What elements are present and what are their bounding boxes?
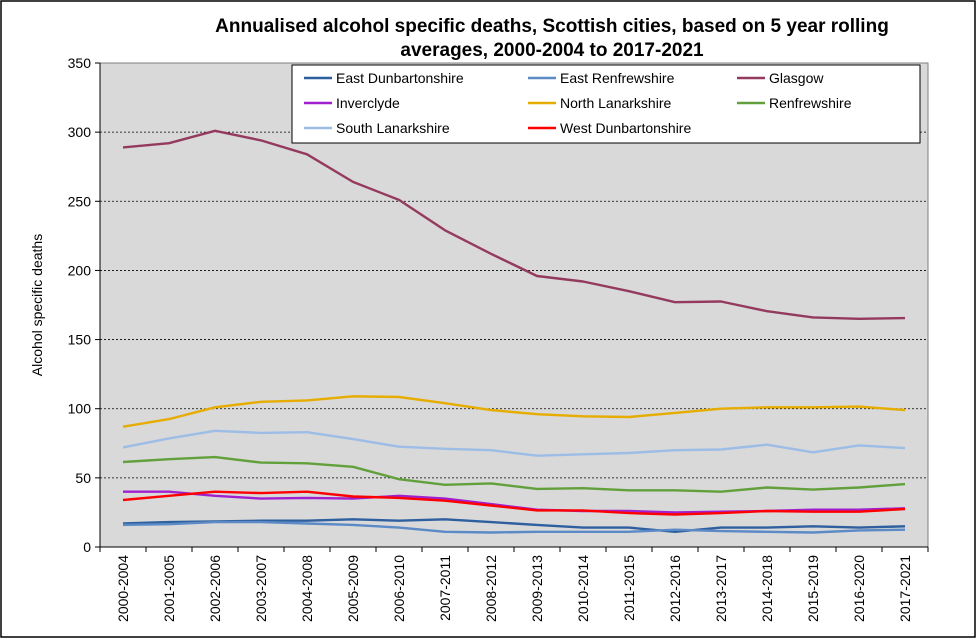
x-tick-label: 2006-2010 xyxy=(391,555,407,622)
legend-label: Glasgow xyxy=(769,70,824,86)
x-tick-label: 2012-2016 xyxy=(667,555,683,622)
legend: East Dunbartonshire East Renfrewshire Glas… xyxy=(291,64,921,144)
series-line xyxy=(122,395,906,428)
y-tick-label: 300 xyxy=(68,124,92,140)
x-tick-label: 2009-2013 xyxy=(529,555,545,622)
x-tick-label: 2016-2020 xyxy=(851,555,867,622)
y-axis-label: Alcohol specific deaths xyxy=(29,234,45,376)
legend-label: East Renfrewshire xyxy=(560,70,675,86)
chart-title-line-1: Annualised alcohol specific deaths, Scot… xyxy=(215,16,889,37)
legend-box xyxy=(291,64,921,144)
series-line xyxy=(122,129,906,320)
x-tick-label: 2003-2007 xyxy=(253,555,269,622)
x-tick-label: 2001-2005 xyxy=(161,555,177,622)
legend-label: North Lanarkshire xyxy=(560,95,671,111)
x-tick-label: 2011-2015 xyxy=(621,555,637,621)
legend-label: West Dunbartonshire xyxy=(560,120,691,136)
x-tick-label: 2014-2018 xyxy=(759,555,775,622)
x-tick-label: 2013-2017 xyxy=(713,555,729,622)
x-tick-label: 2015-2019 xyxy=(805,555,821,622)
series-line xyxy=(122,490,906,516)
y-tick-label: 150 xyxy=(68,332,92,348)
x-tick-label: 2008-2012 xyxy=(483,555,499,622)
legend-label: South Lanarkshire xyxy=(336,120,450,136)
series-line xyxy=(122,518,906,533)
y-tick-label: 250 xyxy=(68,193,92,209)
x-tick-label: 2005-2009 xyxy=(345,555,361,622)
x-tick-label: 2017-2021 xyxy=(897,555,913,622)
y-tick-label: 350 xyxy=(68,55,92,71)
series-line xyxy=(122,455,906,493)
gridlines xyxy=(100,131,928,479)
chart-title-line-2: averages, 2000-2004 to 2017-2021 xyxy=(400,40,704,61)
y-axis-ticks: 0 50 100 150 200 250 300 350 xyxy=(68,55,101,555)
y-tick-label: 0 xyxy=(83,539,91,555)
series-line xyxy=(122,520,906,534)
legend-label: Inverclyde xyxy=(336,95,400,111)
x-tick-label: 2007-2011 xyxy=(437,555,453,621)
series-lines xyxy=(122,129,906,534)
y-tick-label: 100 xyxy=(68,401,92,417)
series-line xyxy=(122,429,906,457)
x-axis-ticks: 2000-2004 2001-2005 2002-2006 2003-2007 2004… xyxy=(99,546,929,622)
x-tick-label: 2002-2006 xyxy=(207,555,223,622)
plot-area xyxy=(99,62,929,548)
legend-label: East Dunbartonshire xyxy=(336,70,464,86)
x-tick-label: 2000-2004 xyxy=(115,555,131,622)
legend-label: Renfrewshire xyxy=(769,95,852,111)
y-tick-label: 200 xyxy=(68,262,92,278)
x-tick-label: 2004-2008 xyxy=(299,555,315,622)
y-tick-label: 50 xyxy=(75,470,91,486)
x-tick-label: 2010-2014 xyxy=(575,555,591,622)
